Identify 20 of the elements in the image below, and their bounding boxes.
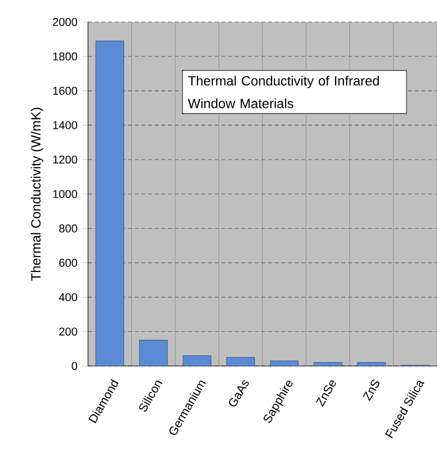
y-tick-label: 600 bbox=[59, 258, 78, 267]
bar bbox=[182, 355, 212, 366]
bar bbox=[226, 357, 255, 366]
y-axis-title: Thermal Conductivity (W/mK) bbox=[30, 108, 44, 281]
y-tick-label: 800 bbox=[59, 224, 78, 232]
y-tick-label: 2000 bbox=[52, 18, 78, 26]
bar bbox=[357, 362, 386, 366]
y-tick-label: 1600 bbox=[53, 86, 78, 95]
y-tick-label: 0 bbox=[72, 362, 78, 370]
bar bbox=[139, 340, 168, 366]
y-tick-label: 1200 bbox=[53, 156, 78, 164]
text: Thermal Conductivity of Infrared Window Materials bbox=[188, 76, 379, 108]
y-tick-label: 1400 bbox=[53, 121, 78, 130]
y-tick-label: 400 bbox=[58, 293, 78, 302]
y-tick-label: 1000 bbox=[53, 190, 78, 198]
y-tick-label: 200 bbox=[59, 328, 78, 336]
y-tick-label: 1800 bbox=[53, 52, 78, 60]
bar bbox=[270, 360, 299, 366]
bar bbox=[314, 362, 342, 366]
bar bbox=[96, 40, 124, 366]
